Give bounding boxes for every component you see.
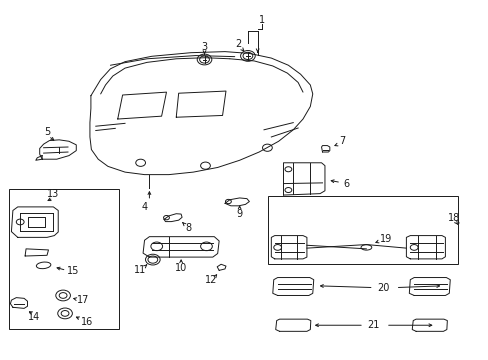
Text: 17: 17: [77, 295, 90, 305]
Text: 15: 15: [66, 266, 79, 276]
Text: 16: 16: [81, 317, 93, 327]
Text: 21: 21: [367, 320, 379, 330]
Text: 2: 2: [235, 39, 241, 49]
Text: 4: 4: [141, 202, 147, 212]
Bar: [9, 189, 119, 329]
Text: 12: 12: [205, 275, 217, 285]
Text: 5: 5: [44, 127, 50, 136]
Text: 8: 8: [185, 224, 191, 233]
Text: 7: 7: [338, 136, 345, 145]
Text: 6: 6: [343, 179, 349, 189]
Text: 9: 9: [236, 209, 242, 219]
Text: 11: 11: [133, 265, 145, 275]
Text: 10: 10: [175, 263, 187, 273]
Text: 18: 18: [447, 213, 459, 222]
Text: 20: 20: [377, 283, 389, 293]
Text: 14: 14: [28, 312, 40, 322]
Text: 3: 3: [201, 42, 207, 52]
Text: 13: 13: [47, 189, 60, 199]
Bar: [267, 196, 457, 264]
Text: 19: 19: [379, 234, 391, 244]
Text: 1: 1: [258, 15, 264, 26]
